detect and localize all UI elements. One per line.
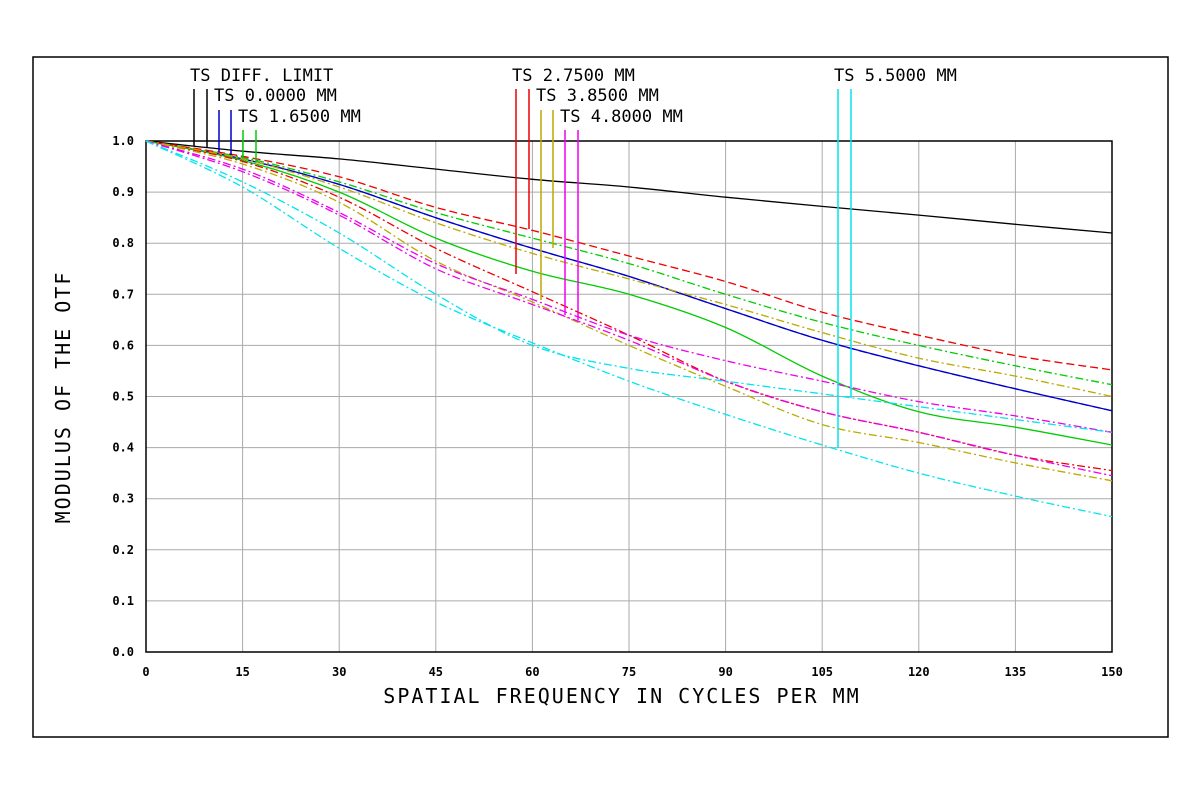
y-tick-label: 0.9 bbox=[112, 185, 134, 199]
series-line bbox=[145, 140, 1113, 412]
x-axis-label: SPATIAL FREQUENCY IN CYCLES PER MM bbox=[383, 684, 860, 708]
legend-label-0mm: TS 0.0000 MM bbox=[214, 86, 337, 106]
x-tick-label: 60 bbox=[525, 665, 539, 679]
x-tick-label: 45 bbox=[429, 665, 443, 679]
plot-border bbox=[145, 140, 1113, 653]
y-tick-label: 0.7 bbox=[112, 287, 134, 301]
series-line bbox=[145, 140, 1113, 386]
series-group bbox=[145, 140, 1113, 518]
series-line bbox=[145, 140, 1113, 433]
x-tick-label: 120 bbox=[908, 665, 930, 679]
y-tick-label: 0.6 bbox=[112, 338, 134, 352]
x-tick-labels: 0 15 30 45 60 75 90 105 120 135 150 bbox=[142, 665, 1122, 679]
y-tick-label: 0.0 bbox=[112, 645, 134, 659]
legend-label-4-8mm: TS 4.8000 MM bbox=[560, 107, 683, 127]
series-line bbox=[145, 140, 1113, 234]
series-line bbox=[145, 140, 1113, 433]
series-line bbox=[145, 140, 1113, 398]
x-tick-label: 135 bbox=[1005, 665, 1027, 679]
y-tick-label: 0.1 bbox=[112, 594, 134, 608]
y-tick-labels: 0.0 0.1 0.2 0.3 0.4 0.5 0.6 0.7 0.8 0.9 1.0 bbox=[112, 134, 134, 659]
y-tick-label: 0.2 bbox=[112, 543, 134, 557]
x-tick-label: 0 bbox=[142, 665, 149, 679]
y-tick-label: 0.3 bbox=[112, 492, 134, 506]
series-line bbox=[145, 140, 1113, 518]
x-tick-label: 105 bbox=[811, 665, 833, 679]
y-axis-label: MODULUS OF THE OTF bbox=[51, 271, 75, 524]
legend-label-5-5mm: TS 5.5000 MM bbox=[834, 66, 957, 86]
legend-markers bbox=[193, 89, 852, 448]
outer-frame bbox=[32, 56, 1169, 738]
series-line bbox=[145, 140, 1113, 371]
y-tick-label: 0.5 bbox=[112, 390, 134, 404]
legend-label-diff-limit: TS DIFF. LIMIT bbox=[190, 66, 333, 86]
y-tick-label: 0.8 bbox=[112, 236, 134, 250]
legend-label-1-65mm: TS 1.6500 MM bbox=[238, 107, 361, 127]
x-tick-label: 75 bbox=[622, 665, 636, 679]
legend-label-2-75mm: TS 2.7500 MM bbox=[512, 66, 635, 86]
x-tick-label: 90 bbox=[718, 665, 732, 679]
legend-label-3-85mm: TS 3.8500 MM bbox=[536, 86, 659, 106]
series-line bbox=[145, 140, 1113, 482]
y-tick-label: 1.0 bbox=[112, 134, 134, 148]
x-tick-label: 30 bbox=[332, 665, 346, 679]
series-line bbox=[145, 140, 1113, 477]
series-line bbox=[145, 140, 1113, 446]
x-tick-label: 15 bbox=[235, 665, 249, 679]
y-tick-label: 0.4 bbox=[112, 441, 134, 455]
x-tick-label: 150 bbox=[1101, 665, 1123, 679]
